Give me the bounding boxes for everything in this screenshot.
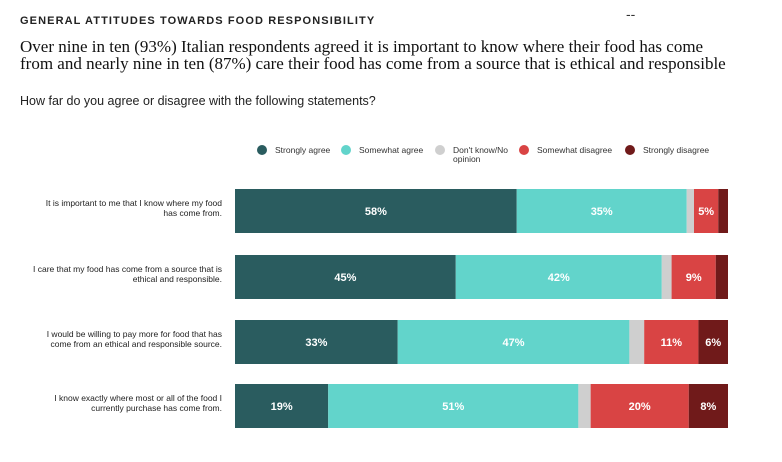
bar-segment	[694, 189, 719, 233]
legend-swatch	[341, 145, 351, 155]
bar-segment	[644, 320, 699, 364]
bar-value-label: 45%	[334, 272, 356, 284]
bar-segment	[235, 255, 456, 299]
bar-value-label: 5%	[698, 206, 714, 218]
category-label: It is important to me that I know where …	[46, 198, 222, 208]
category-label: currently purchase has come from.	[91, 403, 222, 413]
bar-segment	[516, 189, 687, 233]
bar-value-label: 11%	[661, 337, 683, 349]
bar-value-label: 19%	[271, 401, 293, 413]
legend-label: opinion	[453, 154, 481, 164]
bar-segment	[715, 255, 728, 299]
bar-segment	[671, 255, 716, 299]
legend-swatch	[257, 145, 267, 155]
legend-swatch	[435, 145, 445, 155]
header-dash: --	[626, 6, 636, 22]
bar-value-label: 33%	[305, 337, 327, 349]
bar-segment	[455, 255, 662, 299]
bar-value-label: 35%	[591, 206, 613, 218]
chart-headline-line-1: Over nine in ten (93%) Italian responden…	[20, 37, 704, 56]
bar-segment	[397, 320, 630, 364]
bar-value-label: 6%	[705, 337, 721, 349]
category-label: ethical and responsible.	[133, 274, 222, 284]
bar-segment	[328, 384, 579, 428]
bar-value-label: 58%	[365, 206, 387, 218]
bar-segment	[661, 255, 672, 299]
bar-segment	[698, 320, 728, 364]
bar-segment	[718, 189, 728, 233]
legend-label: Somewhat agree	[359, 145, 424, 155]
bar-value-label: 42%	[548, 272, 570, 284]
category-label: I know exactly where most or all of the …	[54, 393, 222, 403]
chart-kicker: GENERAL ATTITUDES TOWARDS FOOD RESPONSIB…	[20, 15, 376, 27]
survey-question: How far do you agree or disagree with th…	[20, 94, 376, 108]
category-label: I care that my food has come from a sour…	[33, 264, 222, 274]
bar-segment	[590, 384, 689, 428]
legend-label: Strongly agree	[275, 145, 331, 155]
chart-headline: Over nine in ten (93%) Italian responden…	[20, 38, 782, 72]
chart-rows: It is important to me that I know where …	[33, 189, 728, 428]
bar-value-label: 20%	[629, 401, 651, 413]
legend-swatch	[625, 145, 635, 155]
bar-segment	[686, 189, 694, 233]
category-label: I would be willing to pay more for food …	[47, 329, 222, 339]
bar-segment	[235, 384, 329, 428]
category-label: has come from.	[163, 208, 222, 218]
legend-label: Somewhat disagree	[537, 145, 612, 155]
bar-segment	[235, 320, 398, 364]
bar-segment	[688, 384, 728, 428]
chart-headline-line-2: from and nearly nine in ten (87%) care t…	[20, 54, 726, 73]
chart-legend: Strongly agree Somewhat agree Don't know/N…	[257, 145, 709, 164]
bar-value-label: 51%	[442, 401, 464, 413]
legend-label: Don't know/No	[453, 145, 508, 155]
legend-swatch	[519, 145, 529, 155]
bar-value-label: 8%	[700, 401, 716, 413]
bar-segment	[235, 189, 517, 233]
bar-value-label: 9%	[686, 272, 702, 284]
legend-label: Strongly disagree	[643, 145, 709, 155]
bar-segment	[578, 384, 591, 428]
bar-value-label: 47%	[503, 337, 525, 349]
bar-segment	[629, 320, 645, 364]
category-label: come from an ethical and responsible sou…	[50, 339, 222, 349]
